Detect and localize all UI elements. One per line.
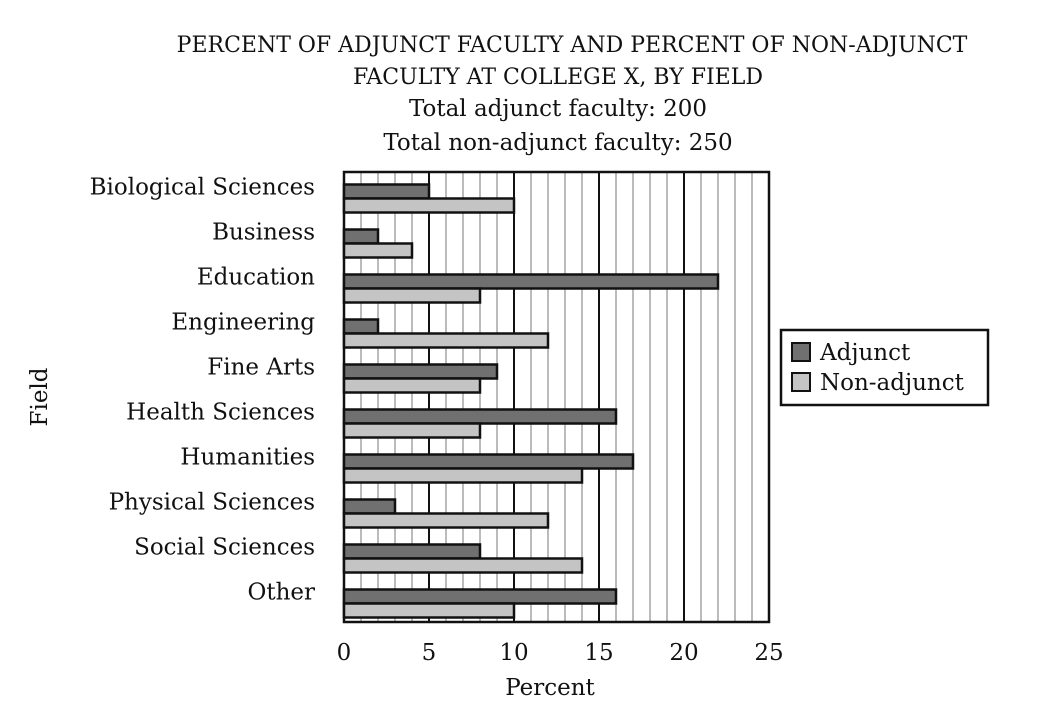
chart-title-line-1: PERCENT OF ADJUNCT FACULTY AND PERCENT O… [177,33,968,58]
bar-adjunct-0 [342,183,431,200]
category-label: Humanities [180,445,315,471]
bar-non-adjunct-7 [342,512,550,529]
bar-adjunct-2 [342,273,720,290]
bar-adjunct-6 [342,453,635,470]
chart-title-line-2: FACULTY AT COLLEGE X, BY FIELD [353,65,763,90]
category-label: Business [212,220,315,246]
category-label: Physical Sciences [109,490,315,516]
legend-box [779,328,990,407]
bar-non-adjunct-1 [342,242,414,259]
legend-swatch-adjunct [791,342,811,362]
x-tick-label: 15 [584,640,613,666]
x-axis-label: Percent [505,675,595,701]
bars [342,183,720,619]
bar-non-adjunct-8 [342,557,584,574]
x-tick-label: 10 [499,640,528,666]
chart-subtitle-line-2: Total non-adjunct faculty: 250 [383,130,732,156]
bar-non-adjunct-3 [342,332,550,349]
category-label: Social Sciences [134,535,315,561]
bar-adjunct-9 [342,588,618,605]
bar-non-adjunct-0 [342,197,516,214]
x-tick-label: 25 [754,640,783,666]
bar-non-adjunct-9 [342,602,516,619]
bar-adjunct-1 [342,228,380,245]
bar-adjunct-7 [342,498,397,515]
plot-frame [342,170,771,624]
bar-adjunct-3 [342,318,380,335]
bar-non-adjunct-2 [342,287,482,304]
x-tick-label: 0 [337,640,352,666]
category-label: Education [197,265,315,291]
chart-subtitle-line-1: Total adjunct faculty: 200 [409,96,707,122]
bar-adjunct-5 [342,408,618,425]
bar-non-adjunct-6 [342,467,584,484]
category-label: Engineering [171,310,315,336]
bar-non-adjunct-4 [342,377,482,394]
gridlines [342,170,771,624]
x-tick-label: 20 [669,640,698,666]
bar-adjunct-4 [342,363,499,380]
category-labels: Biological Sciences Business Education Engi… [90,175,316,606]
category-label: Health Sciences [126,400,315,426]
category-label: Fine Arts [207,355,315,381]
bar-non-adjunct-5 [342,422,482,439]
legend-label-adjunct: Adjunct [819,340,911,366]
legend-swatch-non-adjunct [791,372,811,392]
category-label: Other [247,580,315,606]
y-axis-label: Field [27,367,53,426]
bar-adjunct-8 [342,543,482,560]
legend: Adjunct Non-adjunct [779,328,990,407]
x-tick-label: 5 [422,640,437,666]
x-tick-labels: 0 5 10 15 20 25 [337,640,784,666]
category-label: Biological Sciences [90,175,315,201]
legend-label-non-adjunct: Non-adjunct [820,370,965,396]
